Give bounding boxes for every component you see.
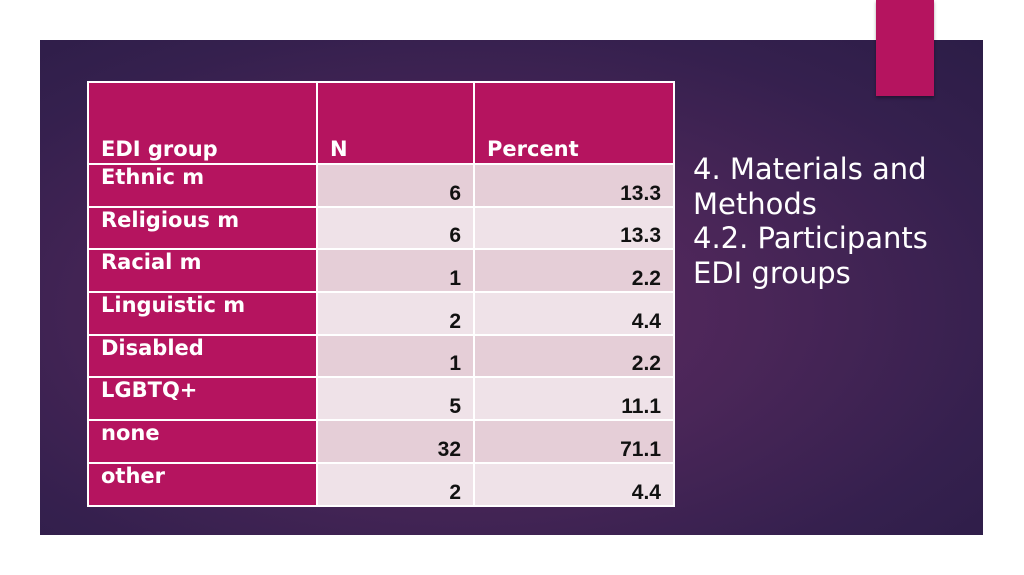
slide-title-line: 4.2. Participants — [693, 221, 928, 255]
n-cell: 2 — [316, 291, 475, 336]
slide-title-line: 4. Materials and — [693, 152, 927, 186]
n-cell: 5 — [316, 376, 475, 422]
group-cell: other — [87, 461, 318, 507]
table-header-row: EDI group N Percent — [87, 81, 675, 165]
table-row: other 2 4.4 — [87, 461, 675, 507]
slide-title: 4. Materials and Methods 4.2. Participan… — [693, 152, 973, 290]
table-row: Ethnic m 6 13.3 — [87, 163, 675, 208]
group-cell: Racial m — [87, 248, 318, 294]
table-row: Racial m 1 2.2 — [87, 248, 675, 294]
percent-cell: 13.3 — [473, 205, 675, 251]
n-cell: 1 — [316, 248, 475, 294]
slide-title-line: Methods — [693, 186, 817, 221]
group-cell: LGBTQ+ — [87, 376, 318, 422]
n-cell: 6 — [316, 163, 475, 208]
n-cell: 32 — [316, 419, 475, 464]
n-cell: 1 — [316, 333, 475, 379]
slide-title-line: EDI groups — [693, 255, 851, 290]
percent-cell: 11.1 — [473, 376, 675, 422]
percent-cell: 4.4 — [473, 461, 675, 507]
percent-cell: 2.2 — [473, 248, 675, 294]
percent-cell: 4.4 — [473, 291, 675, 336]
table-row: Linguistic m 2 4.4 — [87, 291, 675, 336]
header-percent: Percent — [473, 81, 675, 165]
group-cell: Religious m — [87, 205, 318, 251]
percent-cell: 13.3 — [473, 163, 675, 208]
group-cell: Disabled — [87, 333, 318, 379]
accent-tab — [876, 0, 934, 96]
table-row: LGBTQ+ 5 11.1 — [87, 376, 675, 422]
edi-groups-table: EDI group N Percent Ethnic m 6 13.3 Reli… — [87, 81, 675, 507]
table-row: Religious m 6 13.3 — [87, 205, 675, 251]
group-cell: Linguistic m — [87, 291, 318, 336]
header-edi-group: EDI group — [87, 81, 318, 165]
n-cell: 2 — [316, 461, 475, 507]
table-row: none 32 71.1 — [87, 419, 675, 464]
group-cell: Ethnic m — [87, 163, 318, 208]
percent-cell: 71.1 — [473, 419, 675, 464]
n-cell: 6 — [316, 205, 475, 251]
table-row: Disabled 1 2.2 — [87, 333, 675, 379]
group-cell: none — [87, 419, 318, 464]
header-n: N — [316, 81, 475, 165]
percent-cell: 2.2 — [473, 333, 675, 379]
